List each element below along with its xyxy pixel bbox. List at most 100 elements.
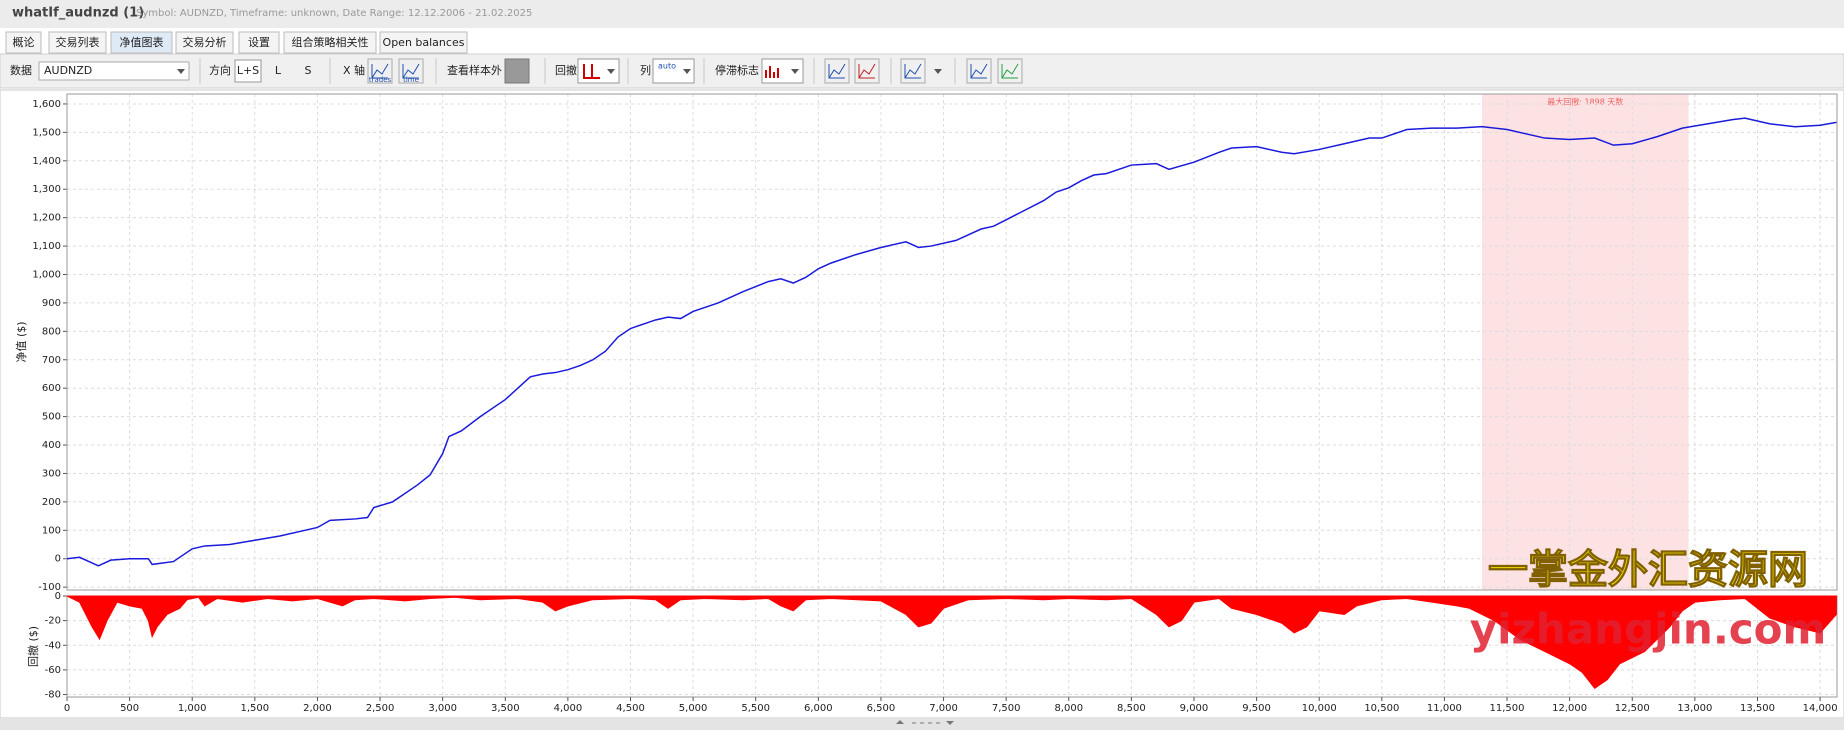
x-tick-label: 4,500: [616, 703, 645, 714]
x-tick-label: 10,500: [1364, 703, 1399, 714]
icon-button[interactable]: [900, 58, 926, 84]
toolbar-label: trades: [369, 76, 392, 84]
out-of-sample-toggle[interactable]: [504, 58, 530, 84]
drawdown-highlight: [1481, 94, 1689, 590]
x-tick-label: 12,500: [1615, 703, 1650, 714]
x-tick-label: 13,500: [1740, 703, 1775, 714]
x-tick-label: 12,000: [1552, 703, 1587, 714]
toolbar-label: auto: [658, 62, 676, 71]
y-axis-title: 回撤 ($): [26, 626, 40, 667]
direction-button[interactable]: [234, 59, 262, 83]
x-tick-label: 8,000: [1054, 703, 1083, 714]
x-tick-label: 6,500: [867, 703, 896, 714]
x-tick-label: 7,000: [929, 703, 958, 714]
toolbar: [0, 53, 1844, 89]
y-tick-label: 1,200: [32, 213, 61, 224]
x-tick-label: 7,500: [992, 703, 1021, 714]
y-tick-label: 100: [42, 525, 61, 536]
window-subtitle: Symbol: AUDNZD, Timeframe: unknown, Date…: [136, 8, 532, 19]
icon-button[interactable]: [997, 58, 1023, 84]
icon-button[interactable]: [367, 58, 393, 84]
dropdown-arrow[interactable]: [607, 69, 615, 74]
tab-label[interactable]: 设置: [248, 36, 270, 49]
tab[interactable]: [283, 31, 377, 54]
toolbar-label: AUDNZD: [44, 64, 92, 77]
dropdown-arrow[interactable]: [791, 69, 799, 74]
tab[interactable]: [5, 31, 42, 54]
x-tick-label: 11,500: [1490, 703, 1525, 714]
toolbar-label: 方向: [209, 63, 231, 77]
x-tick-label: 8,500: [1117, 703, 1146, 714]
tab[interactable]: [110, 31, 173, 54]
x-tick-label: 1,500: [241, 703, 270, 714]
y-tick-label: 0: [55, 554, 61, 565]
icon-button[interactable]: [966, 58, 992, 84]
y-tick-label: 1,000: [32, 269, 61, 280]
icon-button[interactable]: [398, 58, 424, 84]
tab[interactable]: [48, 31, 107, 54]
tab-label[interactable]: 净值图表: [120, 35, 164, 49]
icon-button[interactable]: [824, 58, 850, 84]
x-tick-label: 11,000: [1427, 703, 1462, 714]
icon-glyph: [371, 63, 389, 79]
y-tick-label: 1,300: [32, 184, 61, 195]
toolbar-label: L: [275, 64, 282, 77]
x-tick-label: 0: [64, 703, 70, 714]
y-tick-label: 300: [42, 468, 61, 479]
y-tick-label: 1,500: [32, 127, 61, 138]
y-tick-label: 800: [42, 326, 61, 337]
tab-label[interactable]: 组合策略相关性: [292, 35, 369, 49]
tab-label[interactable]: 概论: [13, 35, 35, 49]
y-tick-label: 1,100: [32, 241, 61, 252]
icon-button[interactable]: [854, 58, 880, 84]
x-tick-label: 4,000: [554, 703, 583, 714]
tab-label[interactable]: Open balances: [383, 36, 465, 49]
dropdown-arrow[interactable]: [683, 69, 691, 74]
x-tick-label: 6,000: [804, 703, 833, 714]
y-tick-label: -40: [45, 640, 61, 651]
equity-line: [66, 117, 1837, 567]
highlight-label: 最大回撤: 1898 天数: [1547, 97, 1623, 107]
watermark: 一掌金外汇资源网: [1488, 547, 1808, 593]
drawdown-area: [66, 595, 1837, 690]
y-tick-label: 0: [55, 591, 61, 602]
y-tick-label: -60: [45, 665, 61, 676]
toolbar-label: S: [305, 64, 312, 77]
x-tick-label: 3,000: [428, 703, 457, 714]
icon-glyph: [402, 63, 420, 79]
y-tick-label: 500: [42, 412, 61, 423]
x-tick-label: 9,000: [1180, 703, 1209, 714]
watermark: yizhangjin.com: [1470, 605, 1827, 654]
splitter[interactable]: [0, 718, 1844, 730]
y-tick-label: 400: [42, 440, 61, 451]
tab[interactable]: [238, 31, 280, 54]
toolbar-label: 查看样本外: [447, 63, 502, 77]
icon-glyph: [1001, 63, 1019, 79]
x-tick-label: 5,000: [679, 703, 708, 714]
x-tick-label: 10,000: [1302, 703, 1337, 714]
tab[interactable]: [379, 31, 468, 54]
toolbar-label: 数据: [10, 63, 32, 77]
dropdown-arrow[interactable]: [934, 69, 942, 74]
y-tick-label: -100: [38, 582, 61, 593]
toolbar-label: X 轴: [343, 63, 365, 77]
x-tick-label: 500: [120, 703, 139, 714]
toolbar-label: 列: [640, 63, 651, 77]
toolbar-label: 回撤: [555, 63, 577, 77]
y-tick-label: 200: [42, 497, 61, 508]
symbol-select[interactable]: [38, 61, 190, 81]
x-tick-label: 2,000: [303, 703, 332, 714]
tab-label[interactable]: 交易列表: [56, 35, 100, 49]
stagnation-button[interactable]: [761, 58, 804, 84]
toolbar-label: time: [403, 76, 419, 84]
tab-label[interactable]: 交易分析: [183, 35, 227, 49]
x-tick-label: 2,500: [366, 703, 395, 714]
y-axis-title: 净值 ($): [14, 321, 28, 362]
tab[interactable]: [175, 31, 234, 54]
dropdown-arrow[interactable]: [177, 69, 185, 74]
x-tick-label: 9,500: [1242, 703, 1271, 714]
icon-glyph: [970, 63, 988, 79]
y-tick-label: -20: [45, 616, 61, 627]
x-tick-label: 14,000: [1803, 703, 1838, 714]
